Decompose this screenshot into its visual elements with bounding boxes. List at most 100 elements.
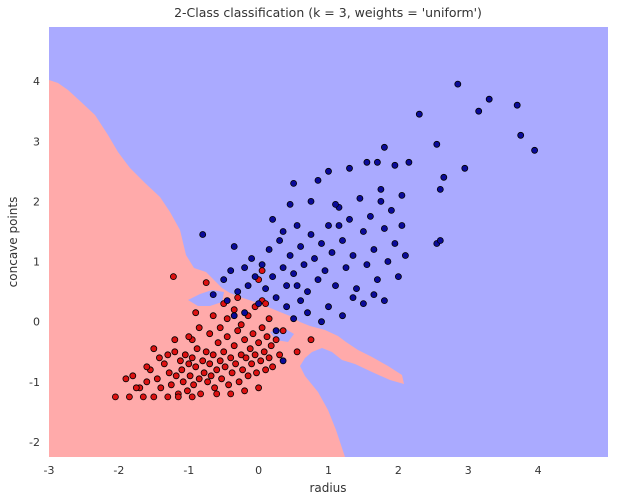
y-axis-label: concave points [6, 197, 20, 288]
data-point [129, 372, 137, 380]
data-point [251, 273, 259, 281]
data-point [183, 387, 191, 395]
data-point [272, 294, 280, 302]
data-point [297, 297, 305, 305]
data-point [179, 378, 187, 386]
y-tick-labels: -2 -1 0 1 2 3 4 [29, 75, 40, 449]
data-point [461, 164, 469, 172]
data-point [209, 351, 217, 359]
data-point [265, 354, 273, 362]
data-point [235, 378, 243, 386]
y-tick-label: -1 [29, 376, 40, 389]
x-tick-label: 1 [325, 464, 332, 477]
data-point [230, 306, 238, 314]
data-point [380, 143, 388, 151]
data-point [181, 351, 189, 359]
data-point [209, 312, 217, 320]
data-point [202, 348, 210, 356]
data-point [325, 167, 332, 175]
data-point [517, 131, 525, 139]
data-point [169, 273, 177, 281]
data-point [353, 285, 360, 293]
data-point [258, 324, 266, 332]
data-point [380, 225, 388, 232]
data-point [380, 297, 388, 305]
data-point [513, 101, 521, 109]
x-tick-label: 4 [535, 464, 542, 477]
data-point [211, 384, 219, 392]
data-point [311, 255, 318, 262]
data-point [370, 246, 378, 253]
data-point [391, 161, 399, 169]
data-point [279, 327, 287, 335]
data-point [171, 348, 179, 356]
class-0-region [49, 80, 404, 457]
data-point [283, 303, 291, 311]
data-point [440, 173, 448, 181]
data-point [363, 158, 371, 166]
data-point [248, 255, 256, 262]
data-point [204, 378, 212, 386]
data-point [255, 339, 263, 347]
data-point [213, 366, 221, 374]
data-point [155, 354, 163, 362]
data-point [283, 282, 291, 290]
data-point [293, 348, 301, 356]
data-point [398, 191, 406, 199]
data-point [370, 291, 378, 299]
data-point [241, 336, 249, 344]
data-point [125, 393, 133, 401]
data-point [307, 231, 315, 238]
data-point [241, 309, 249, 317]
data-point [244, 372, 252, 380]
data-point [258, 267, 266, 275]
data-point [300, 261, 308, 269]
data-point [214, 339, 222, 347]
data-point [318, 240, 325, 247]
data-point [249, 330, 257, 338]
data-point [265, 246, 273, 253]
data-point [267, 342, 275, 350]
class-1-island [188, 290, 294, 342]
x-tick-label: -3 [44, 464, 55, 477]
data-point [276, 237, 284, 244]
data-point [304, 288, 311, 296]
y-tick-label: 2 [33, 195, 40, 208]
data-point [207, 372, 215, 380]
data-point [531, 146, 538, 154]
data-point [153, 375, 161, 383]
data-point [195, 375, 203, 383]
data-point [223, 333, 231, 341]
data-point [188, 354, 196, 362]
data-point [230, 312, 238, 320]
x-tick-label: -2 [113, 464, 124, 477]
y-tick-label: -2 [29, 436, 40, 449]
data-point [394, 273, 402, 281]
x-tick-labels: -3 -2 -1 0 1 2 3 4 [44, 464, 542, 477]
data-point [293, 222, 301, 229]
data-points [112, 80, 538, 401]
data-point [279, 228, 287, 235]
data-point [387, 206, 395, 214]
data-point [272, 327, 280, 335]
data-point [415, 110, 423, 118]
data-point [359, 228, 367, 235]
data-point [234, 294, 242, 302]
x-tick-label: -1 [183, 464, 194, 477]
data-point [223, 315, 231, 323]
chart-title: 2-Class classification (k = 3, weights =… [174, 5, 482, 20]
data-point [286, 200, 294, 208]
x-tick-label: 2 [395, 464, 402, 477]
data-point [272, 336, 280, 344]
data-point [297, 243, 305, 250]
data-point [190, 381, 198, 389]
y-tick-label: 4 [33, 75, 40, 88]
data-point [373, 276, 381, 284]
data-point [246, 345, 254, 353]
data-point [384, 258, 392, 265]
data-point [227, 390, 235, 398]
data-point [176, 357, 184, 365]
data-point [359, 300, 367, 308]
data-point [164, 393, 172, 401]
